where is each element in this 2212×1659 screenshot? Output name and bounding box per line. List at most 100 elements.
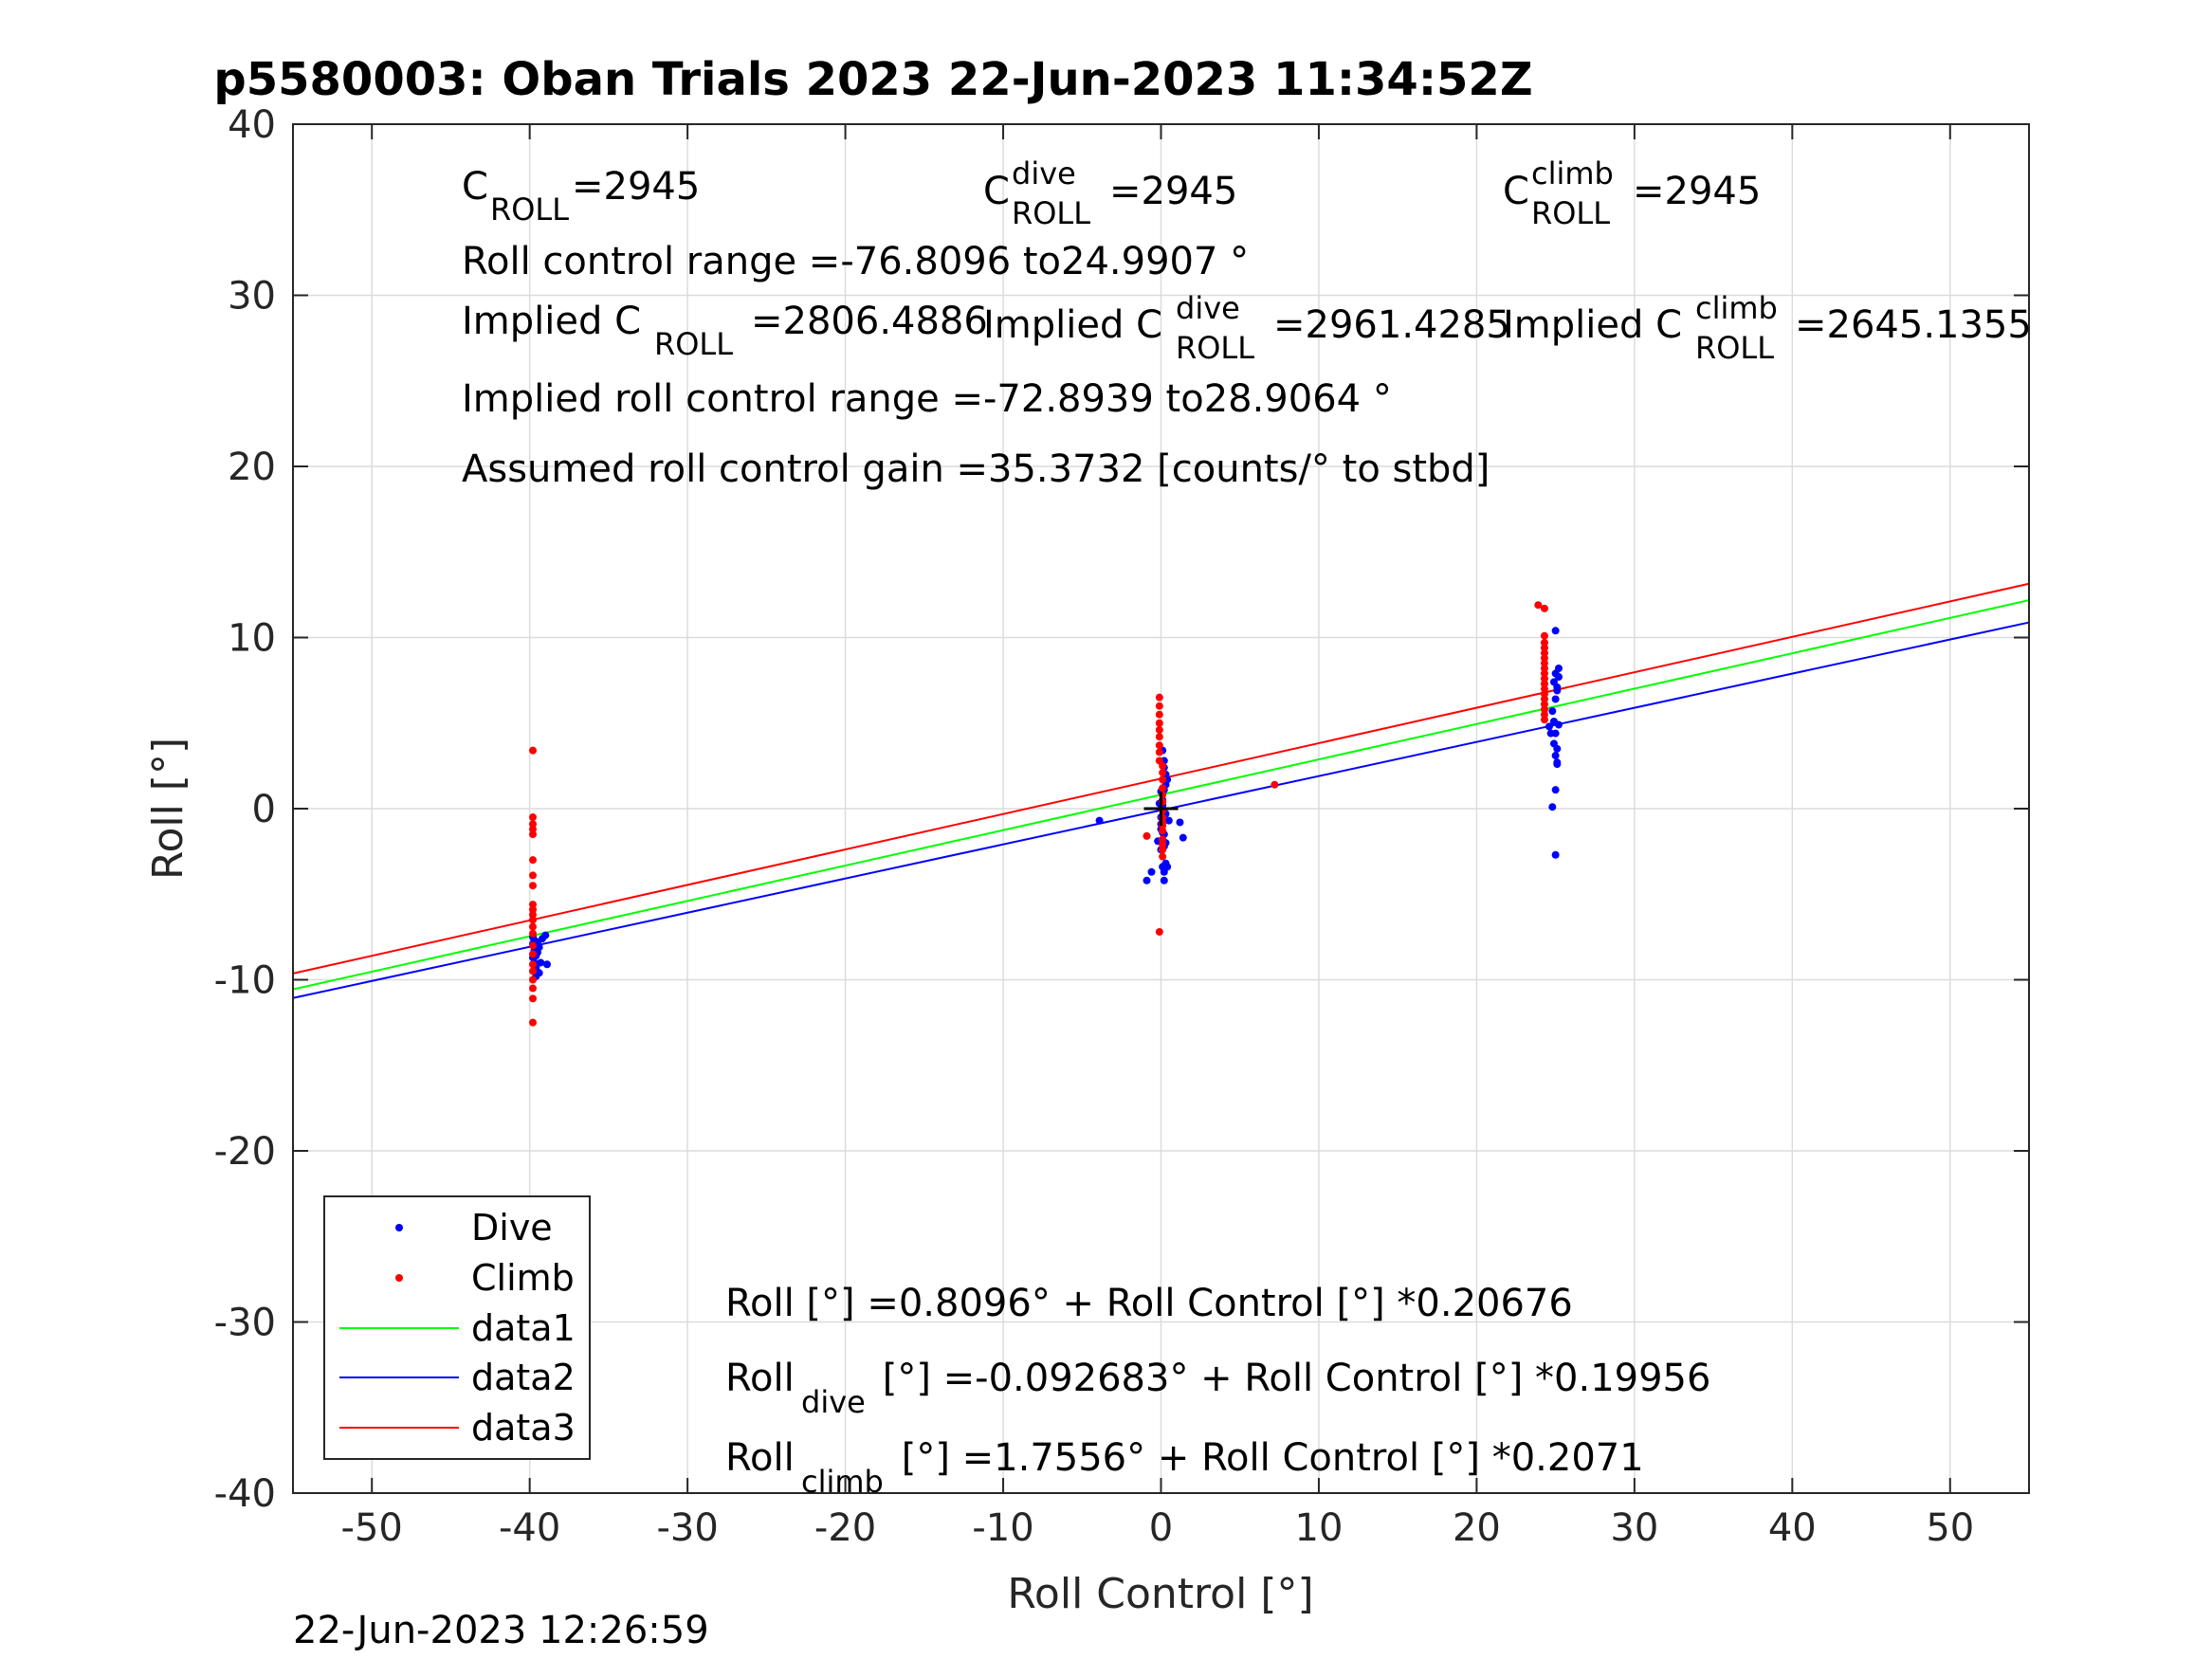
x-axis-label: Roll Control [°] bbox=[1007, 1570, 1313, 1618]
x-tick-label: 30 bbox=[1610, 1506, 1658, 1550]
legend-dive-label: Dive bbox=[471, 1207, 553, 1249]
dive-point bbox=[1553, 758, 1562, 767]
climb-point bbox=[1540, 631, 1548, 640]
climb-point bbox=[1159, 784, 1167, 793]
dive-point bbox=[1551, 695, 1560, 703]
climb-point bbox=[1155, 710, 1163, 719]
y-tick-label: -30 bbox=[214, 1302, 276, 1345]
annotation-implied-c-roll-dive: Implied C dive ROLL =2961.4285 bbox=[983, 290, 1510, 366]
dive-point bbox=[1143, 876, 1151, 884]
climb-point bbox=[529, 950, 538, 958]
climb-point bbox=[1155, 748, 1163, 757]
c-roll-sub: ROLL bbox=[490, 191, 569, 228]
dive-point bbox=[1551, 669, 1560, 678]
climb-point bbox=[1155, 693, 1163, 702]
climb-point bbox=[529, 922, 538, 931]
climb-point bbox=[1159, 775, 1167, 784]
origin-marker bbox=[1143, 792, 1179, 826]
climb-point bbox=[529, 882, 538, 890]
climb-point bbox=[1159, 761, 1167, 770]
y-tick-label: 30 bbox=[228, 275, 276, 319]
data-points bbox=[529, 601, 1563, 1027]
climb-point bbox=[1159, 840, 1167, 848]
dive-point bbox=[541, 931, 550, 939]
x-tick-label: -50 bbox=[341, 1506, 403, 1550]
y-tick-label: 40 bbox=[228, 103, 276, 147]
legend-data3-label: data3 bbox=[471, 1407, 576, 1449]
climb-point bbox=[1155, 702, 1163, 710]
y-axis-label: Roll [°] bbox=[144, 738, 192, 880]
annotation-c-roll-climb: C climb ROLL =2945 bbox=[1503, 155, 1761, 231]
climb-point bbox=[1534, 601, 1543, 610]
annotation-implied-c-roll: Implied C ROLL =2806.4886 bbox=[462, 300, 988, 362]
fit-equation-dive: Roll dive [°] =-0.092683° + Roll Control… bbox=[725, 1357, 1710, 1420]
dive-point bbox=[1554, 720, 1563, 729]
dive-point bbox=[1160, 876, 1168, 884]
legend: Dive Climb data1 data2 data3 bbox=[323, 1195, 591, 1460]
climb-point bbox=[529, 830, 538, 839]
x-tick-label: -10 bbox=[972, 1506, 1033, 1550]
x-tick-label: 0 bbox=[1149, 1506, 1173, 1550]
annotation-c-roll-dive: C dive ROLL =2945 bbox=[983, 155, 1237, 231]
climb-point bbox=[529, 994, 538, 1003]
implied-c-roll-dive-value: =2961.4285 bbox=[1273, 303, 1510, 347]
implied-c-roll-dive-sup: dive bbox=[1176, 290, 1240, 326]
x-tick-label: 20 bbox=[1453, 1506, 1501, 1550]
dive-point bbox=[1551, 850, 1560, 859]
fit-climb-rest: [°] =1.7556° + Roll Control [°] *0.2071 bbox=[889, 1436, 1644, 1480]
y-tick-labels: -40 -30 -20 -10 0 10 20 30 40 bbox=[214, 103, 276, 1516]
implied-c-roll-dive-sub: ROLL bbox=[1176, 330, 1254, 366]
dive-point bbox=[1551, 786, 1560, 794]
legend-data1-label: data1 bbox=[471, 1307, 576, 1349]
climb-point bbox=[1155, 733, 1163, 741]
implied-c-roll-climb-prefix: Implied C bbox=[1503, 303, 1682, 347]
dive-point bbox=[1549, 678, 1558, 686]
implied-c-roll-value: =2806.4886 bbox=[751, 300, 988, 343]
legend-dive-marker bbox=[395, 1224, 403, 1231]
x-tick-label: 10 bbox=[1295, 1506, 1344, 1550]
dive-point bbox=[1160, 867, 1168, 876]
climb-point bbox=[1155, 719, 1163, 727]
annotation-implied-c-roll-climb: Implied C climb ROLL =2645.1355 bbox=[1503, 290, 2032, 366]
legend-data2-label: data2 bbox=[471, 1357, 576, 1398]
dive-point bbox=[537, 958, 545, 967]
chart-title: p5580003: Oban Trials 2023 22-Jun-2023 1… bbox=[213, 53, 1532, 106]
c-roll-climb-value: =2945 bbox=[1633, 170, 1761, 213]
x-tick-label: 40 bbox=[1768, 1506, 1817, 1550]
c-roll-dive-value: =2945 bbox=[1109, 170, 1237, 213]
climb-point bbox=[529, 813, 538, 822]
climb-point bbox=[529, 871, 538, 880]
dive-point bbox=[1179, 833, 1187, 842]
dive-point bbox=[1545, 722, 1553, 731]
dive-point bbox=[1548, 707, 1557, 716]
fit-equation-climb: Roll climb [°] =1.7556° + Roll Control [… bbox=[725, 1436, 1644, 1500]
climb-point bbox=[529, 1018, 538, 1027]
dive-point bbox=[1548, 803, 1557, 811]
climb-point bbox=[1143, 831, 1151, 840]
y-tick-label: 0 bbox=[252, 788, 276, 831]
x-tick-label: -20 bbox=[814, 1506, 876, 1550]
implied-c-roll-climb-value: =2645.1355 bbox=[1795, 303, 2032, 347]
dive-point bbox=[1164, 816, 1173, 825]
climb-point bbox=[1159, 769, 1167, 777]
legend-climb-marker bbox=[395, 1274, 403, 1282]
fit-dive-base: Roll bbox=[725, 1357, 795, 1400]
fit-dive-rest: [°] =-0.092683° + Roll Control [°] *0.19… bbox=[870, 1357, 1710, 1400]
annotation-c-roll: C ROLL =2945 bbox=[462, 165, 700, 228]
dive-point bbox=[1553, 686, 1562, 695]
dive-point bbox=[1095, 816, 1104, 825]
y-tick-label: -40 bbox=[214, 1472, 276, 1516]
dive-point bbox=[1176, 818, 1184, 827]
climb-point bbox=[1159, 827, 1167, 835]
c-roll-climb-base: C bbox=[1503, 170, 1529, 213]
x-tick-label: 50 bbox=[1926, 1506, 1974, 1550]
implied-roll-control-range: Implied roll control range =-72.8939 to2… bbox=[462, 377, 1392, 421]
dive-point bbox=[1553, 744, 1562, 753]
climb-point bbox=[1540, 604, 1548, 612]
c-roll-climb-sub: ROLL bbox=[1531, 195, 1610, 231]
fit-climb-base: Roll bbox=[725, 1436, 795, 1480]
x-tick-label: -40 bbox=[499, 1506, 560, 1550]
y-tick-label: 20 bbox=[228, 446, 276, 489]
climb-point bbox=[529, 960, 538, 969]
